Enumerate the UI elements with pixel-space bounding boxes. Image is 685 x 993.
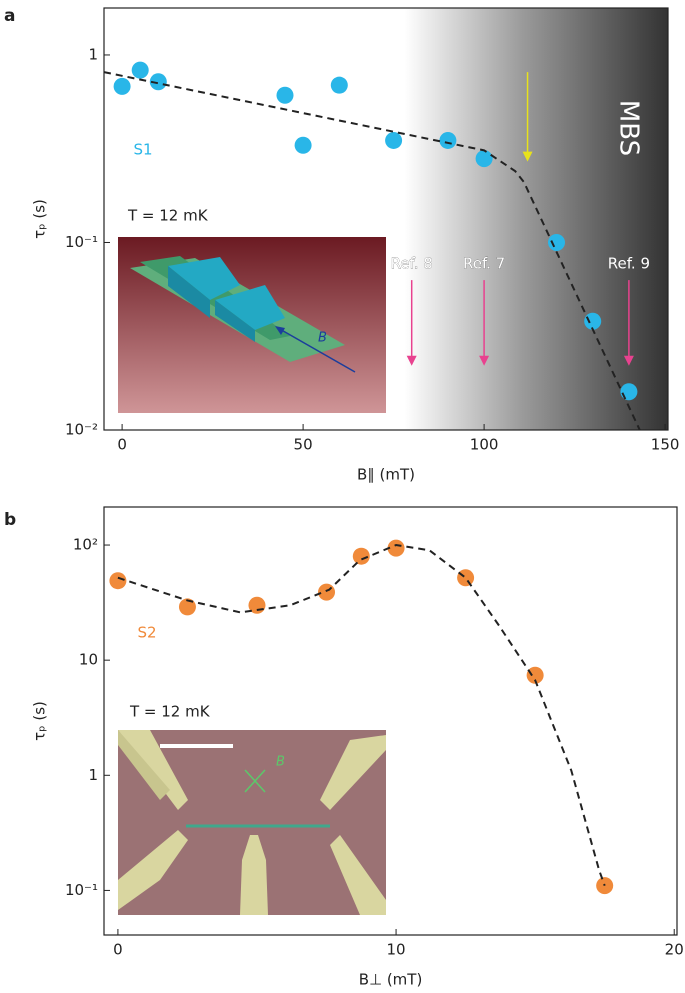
x-tick-label: 50 [294,436,313,454]
panel-label: a [4,6,15,26]
y-tick-label: 1 [88,45,98,63]
arrow-head [522,151,533,162]
data-point [294,136,312,154]
annotation: T = 12 mK [127,207,209,225]
electrode [118,730,170,800]
annotation: T = 12 mK [129,703,211,721]
inset-a: B [118,237,386,413]
electrode [240,835,268,915]
background-layer [404,8,668,430]
data-point [387,539,405,557]
arrow-head [623,355,634,366]
block-side [168,266,210,318]
plot-frame [103,7,669,431]
data-point [178,598,196,616]
y-tick-label: 1 [88,766,98,784]
y-axis-label: τₚ (s) [31,701,49,741]
y-tick-label: 10 [79,651,98,669]
x-axis-label: B⊥ (mT) [359,971,423,989]
y-tick-label: 10⁻¹ [65,233,98,251]
y-tick-label: 10⁻¹ [65,881,98,899]
x-tick-label: 10 [387,941,406,959]
field-cross [244,769,266,793]
plot-frame [103,506,678,936]
data-point [149,73,167,91]
data-point [276,86,294,104]
electrode [118,830,188,910]
block-side [215,300,255,342]
arrow-head [479,355,490,366]
electrode [330,835,386,915]
data-point [584,312,602,330]
inset-b: B [118,730,386,915]
block [215,285,285,330]
y-tick-label: 10⁻² [65,421,98,439]
data-point [620,383,638,401]
data-point [526,666,544,684]
data-point [330,76,348,94]
data-point [385,131,403,149]
x-tick-label: 150 [651,436,680,454]
region-label: MBS [614,100,644,156]
series-label: S2 [137,624,156,642]
x-axis-label: B∥ (mT) [357,466,415,484]
data-point [439,131,457,149]
data-point [548,233,566,251]
data-point [131,61,149,79]
x-tick-label: 100 [470,436,499,454]
shaded-region [404,8,668,430]
arrow-label: Ref. 9 [608,255,650,273]
data-point [109,572,127,590]
field-arrow [277,327,356,373]
electrode [320,735,386,810]
x-tick-label: 0 [113,941,123,959]
fit-line [103,71,641,431]
data-point [475,150,493,168]
x-tick-label: 0 [117,436,127,454]
y-tick-label: 10² [73,536,98,554]
panel-label: b [4,510,16,530]
data-point [113,77,131,95]
y-axis-label: τₚ (s) [31,199,49,239]
series-label: S1 [133,141,152,159]
inset-label: B [276,755,285,770]
arrow-head [406,355,417,366]
x-tick-label: 20 [665,941,684,959]
fit-line [117,544,606,886]
electrode [118,730,188,810]
inset-label: B [318,331,327,346]
block [168,257,240,300]
arrow-label: Ref. 7 [463,255,505,273]
data-point [352,547,370,565]
arrow-head [275,326,285,335]
data-point [457,569,475,587]
arrow-label: Ref. 8 [391,255,433,273]
